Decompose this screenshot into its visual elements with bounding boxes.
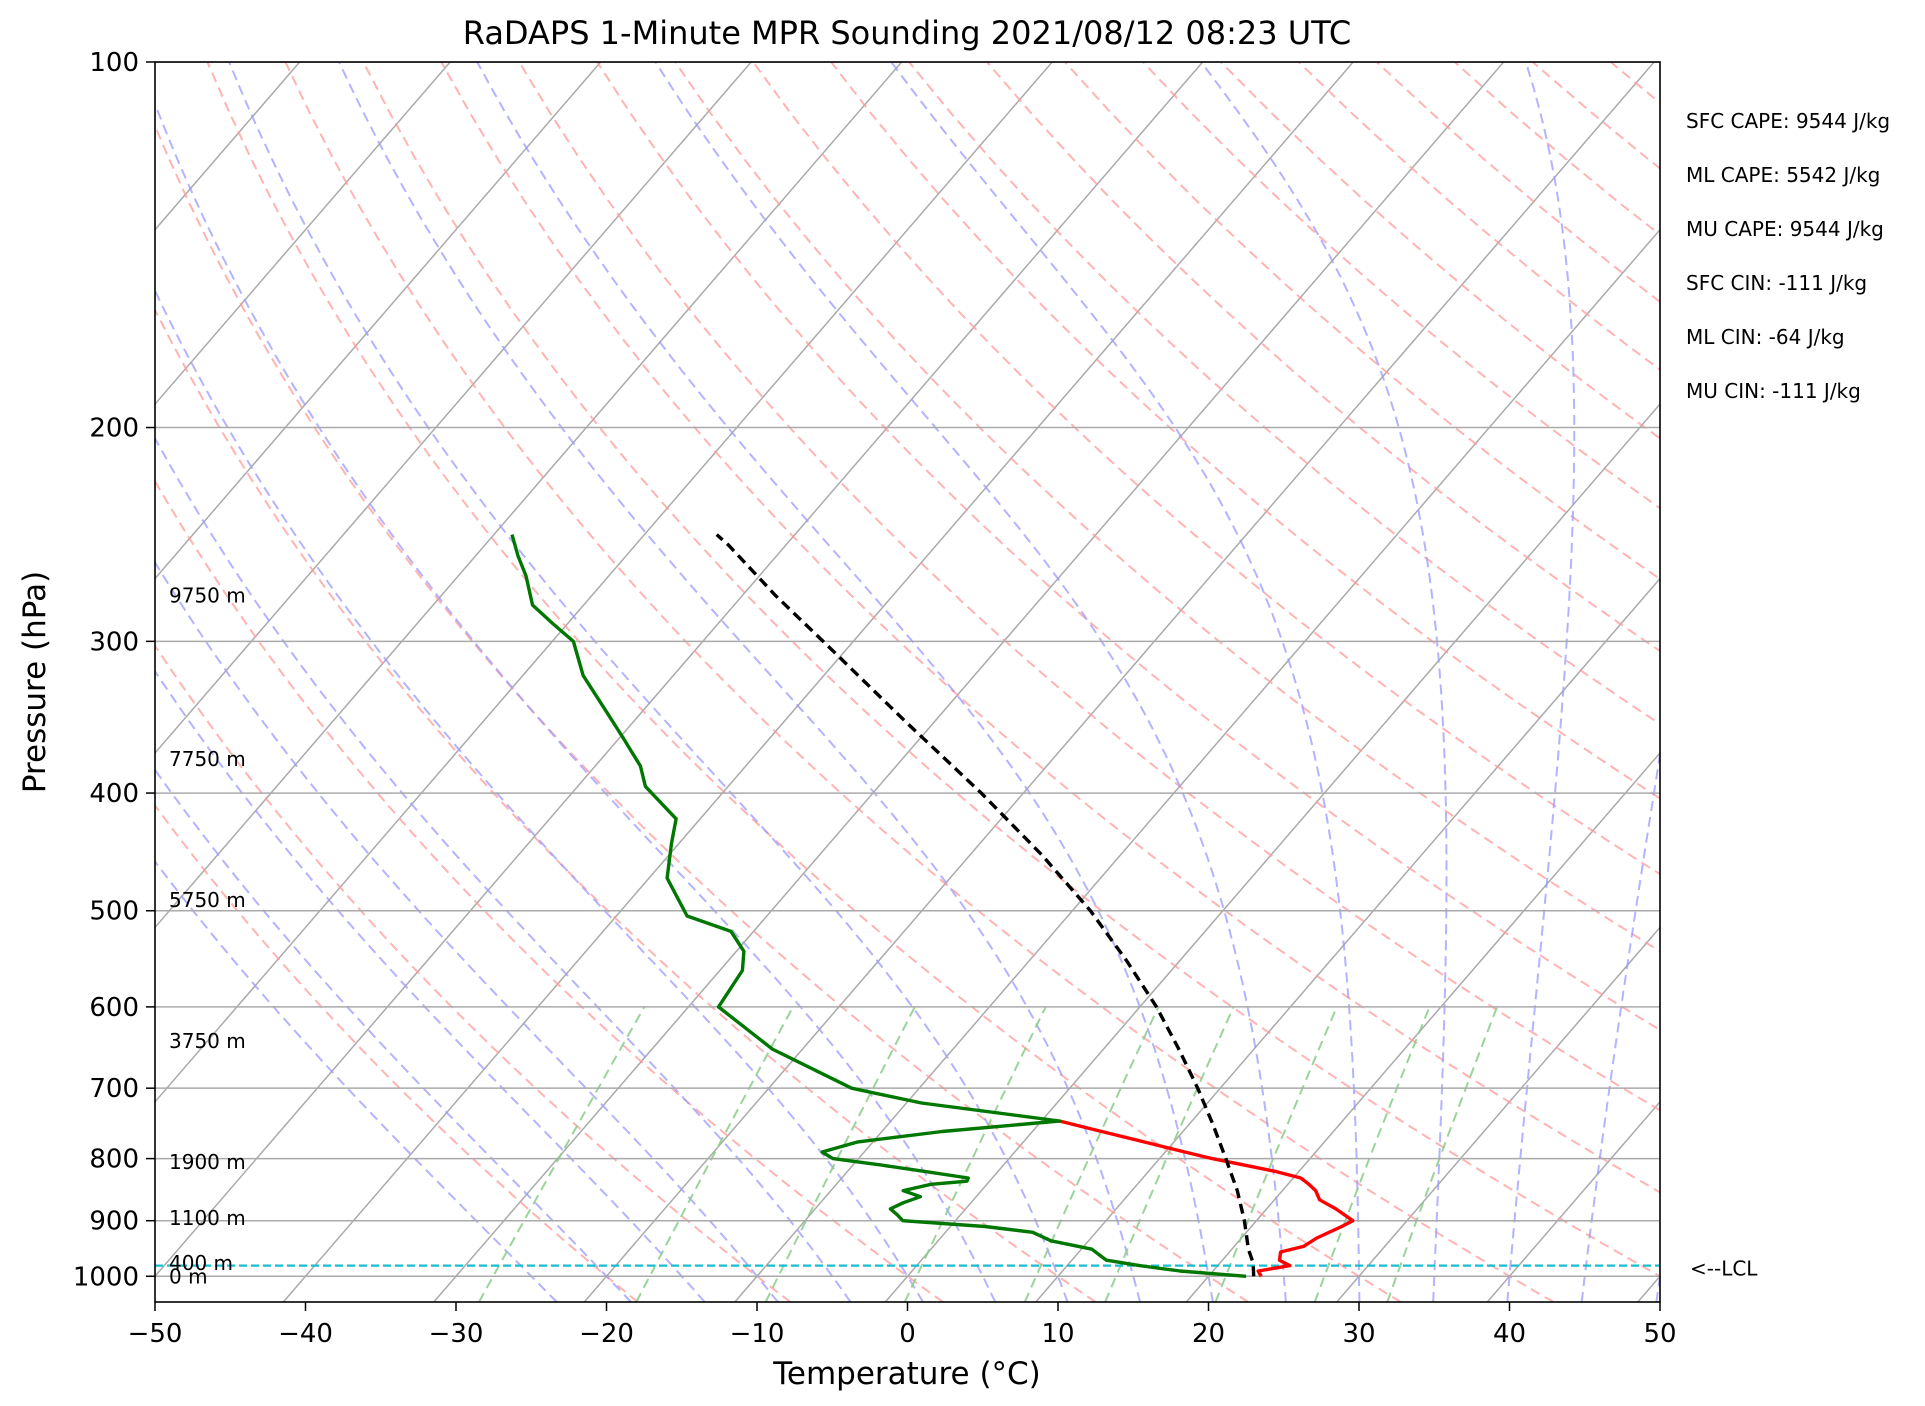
- isotherm-line: [433, 62, 1505, 1302]
- isotherm-line: [155, 62, 752, 755]
- height-label: 9750 m: [169, 583, 246, 607]
- isotherm-line: [155, 62, 903, 929]
- height-label: 1900 m: [169, 1150, 246, 1174]
- mixing-ratio-line: [903, 1006, 1047, 1302]
- stat-text: MU CIN: -111 J/kg: [1686, 379, 1861, 403]
- isotherm-line: [155, 62, 451, 406]
- dry-adiabat-line: [752, 62, 1660, 876]
- y-tick-label: 800: [89, 1145, 139, 1175]
- stat-text: MU CAPE: 9544 J/kg: [1686, 217, 1884, 241]
- dry-adiabat-line: [284, 62, 1554, 1302]
- dry-adiabat-line: [155, 803, 639, 1302]
- stat-text: SFC CIN: -111 J/kg: [1686, 271, 1867, 295]
- isotherm-line: [155, 62, 1053, 1103]
- isotherm-line: [1035, 577, 1660, 1302]
- moist-adiabat-line: [654, 62, 1287, 1302]
- dry-adiabat-line: [362, 62, 1660, 1278]
- isotherm-line: [282, 62, 1354, 1302]
- isotherm-line: [155, 62, 602, 580]
- x-tick-label: −30: [429, 1319, 484, 1349]
- y-axis-label: Pressure (hPa): [17, 571, 53, 793]
- chart-title: RaDAPS 1-Minute MPR Sounding 2021/08/12 …: [463, 14, 1351, 52]
- isotherm-line: [1185, 751, 1660, 1302]
- stats-panel: SFC CAPE: 9544 J/kg ML CAPE: 5542 J/kg MU …: [1686, 109, 1890, 403]
- dry-adiabat-line: [155, 643, 792, 1302]
- x-tick-label: −10: [730, 1319, 785, 1349]
- y-tick-label: 600: [89, 993, 139, 1023]
- moist-adiabat-line: [155, 768, 632, 1302]
- height-label: 400 m: [169, 1251, 233, 1275]
- y-tick-label: 300: [89, 627, 139, 657]
- height-label: 0 m: [169, 1264, 208, 1288]
- y-tick-label: 1000: [73, 1262, 139, 1292]
- parcel-profile: [715, 533, 1256, 1277]
- stat-text: ML CIN: -64 J/kg: [1686, 325, 1845, 349]
- height-label: 7750 m: [169, 747, 246, 771]
- moist-adiabat-line: [890, 62, 1361, 1302]
- stat-text: SFC CAPE: 9544 J/kg: [1686, 109, 1890, 133]
- mixing-ratio-line: [478, 1006, 646, 1302]
- moist-adiabat-line: [228, 62, 1069, 1302]
- dry-adiabat-line: [206, 62, 1402, 1302]
- dry-adiabat-line: [440, 62, 1660, 1194]
- moist-adiabat-line: [155, 288, 924, 1302]
- y-tick-label: 400: [89, 779, 139, 809]
- mixing-ratio-line: [635, 1006, 794, 1302]
- mixing-ratio-line: [764, 1006, 916, 1302]
- dry-adiabat-line: [155, 307, 1097, 1302]
- dry-adiabat-line: [1064, 62, 1660, 581]
- background-lines: [155, 62, 1660, 1302]
- isotherm-line: [155, 62, 1204, 1278]
- mixing-ratio-line: [1313, 1006, 1431, 1302]
- pressure-gridlines: [155, 62, 1660, 1278]
- x-tick-label: 40: [1493, 1319, 1526, 1349]
- moist-adiabat-line: [155, 560, 779, 1302]
- x-tick-label: −40: [278, 1319, 333, 1349]
- height-label: 1100 m: [169, 1206, 246, 1230]
- dry-adiabat-line: [908, 62, 1660, 726]
- x-tick-label: 10: [1041, 1319, 1074, 1349]
- y-axis: 100 200 300 400 500 600 700 800 900 1000: [73, 48, 155, 1292]
- x-axis: −50 −40 −30 −20 −10 0 10 20 30 40 50: [128, 1302, 1677, 1349]
- height-label: 3750 m: [169, 1029, 246, 1053]
- dry-adiabat-line: [155, 123, 1249, 1302]
- mixing-ratio-line: [1214, 1006, 1338, 1302]
- x-tick-label: 30: [1342, 1319, 1375, 1349]
- moist-adiabat-line: [1580, 748, 1660, 1302]
- y-tick-label: 700: [89, 1074, 139, 1104]
- dry-adiabat-line: [596, 62, 1660, 1032]
- y-tick-label: 500: [89, 897, 139, 927]
- stat-text: ML CAPE: 5542 J/kg: [1686, 163, 1880, 187]
- isotherm-line: [1336, 926, 1660, 1302]
- y-tick-label: 900: [89, 1207, 139, 1237]
- moist-adiabat-line: [338, 62, 1141, 1302]
- moist-adiabat-line: [155, 436, 852, 1302]
- x-tick-label: 50: [1643, 1319, 1676, 1349]
- isotherm-line: [583, 62, 1655, 1302]
- x-tick-label: 0: [899, 1319, 916, 1349]
- dry-adiabat-line: [155, 479, 944, 1302]
- height-label: 5750 m: [169, 888, 246, 912]
- x-tick-label: −20: [579, 1319, 634, 1349]
- dry-adiabat-line: [830, 62, 1660, 800]
- moist-adiabat-line: [476, 62, 1214, 1302]
- moist-adiabat-line: [155, 101, 997, 1302]
- moist-adiabat-line: [155, 669, 706, 1302]
- dewpoint-profile: [510, 534, 1247, 1278]
- profile-lines: [510, 533, 1355, 1278]
- temperature-profile: [1059, 1119, 1355, 1278]
- moist-adiabat-line: [1506, 62, 1576, 1302]
- x-axis-label: Temperature (°C): [772, 1356, 1041, 1392]
- x-tick-label: 20: [1192, 1319, 1225, 1349]
- isotherm-line: [884, 402, 1660, 1302]
- y-tick-label: 100: [89, 48, 139, 78]
- moist-adiabat-line: [155, 859, 558, 1302]
- mixing-ratio-line: [1386, 1006, 1499, 1302]
- lcl-label: <--LCL: [1690, 1257, 1758, 1281]
- x-tick-label: −50: [128, 1319, 183, 1349]
- moist-adiabat-line: [1200, 62, 1448, 1302]
- y-tick-label: 200: [89, 414, 139, 444]
